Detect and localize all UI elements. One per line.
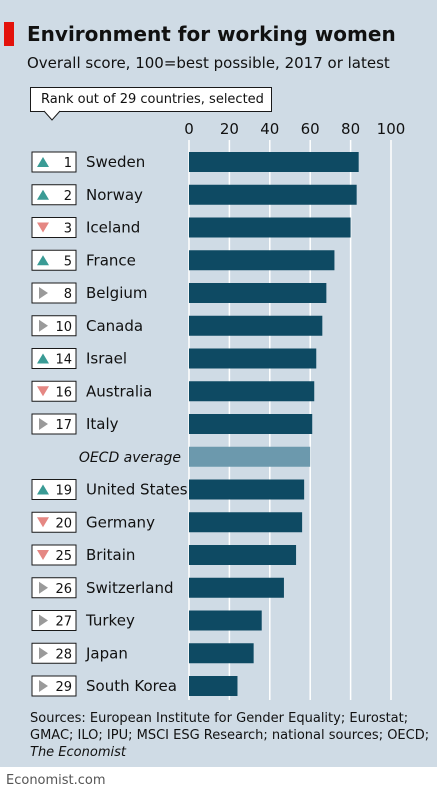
category-label: Norway (86, 186, 143, 204)
rank-same-icon (39, 418, 48, 430)
rank-number: 17 (55, 418, 72, 433)
bar (189, 479, 305, 500)
x-tick-label: 40 (260, 120, 279, 138)
category-label: Britain (86, 546, 135, 564)
bar (189, 577, 284, 598)
sources-note: Sources: European Institute for Gender E… (30, 710, 430, 761)
rank-badge (31, 675, 77, 697)
rank-same-icon (39, 614, 48, 627)
rank-legend-box: Rank out of 29 countries, selected (30, 87, 272, 112)
rank-number: 14 (55, 353, 72, 368)
category-label: Switzerland (86, 579, 174, 597)
rank-same-icon (39, 287, 48, 299)
footer-credit: Economist.com (6, 773, 106, 788)
rank-number: 16 (55, 385, 72, 400)
rank-down-icon (37, 222, 49, 233)
rank-number: 28 (55, 647, 72, 662)
rank-same-icon (39, 319, 48, 332)
rank-number: 3 (64, 222, 72, 237)
bar (189, 348, 317, 369)
category-label: Canada (86, 317, 143, 335)
x-tick-label: 80 (341, 120, 360, 138)
rank-number: 26 (55, 582, 72, 597)
bar (189, 446, 311, 467)
rank-badge (31, 282, 77, 304)
bar (189, 250, 335, 271)
category-label: Australia (86, 382, 152, 400)
bar (189, 643, 254, 664)
x-tick-label: 100 (377, 120, 406, 138)
chart-subtitle: Overall score, 100=best possible, 2017 o… (27, 54, 390, 72)
rank-badge (31, 413, 77, 435)
sources-italic: The Economist (30, 745, 126, 760)
rank-badge (31, 315, 77, 337)
rank-number: 5 (64, 254, 72, 269)
x-tick-label: 0 (184, 120, 194, 138)
rank-number: 2 (64, 189, 72, 204)
rank-badge (31, 610, 77, 631)
category-label: Germany (86, 513, 155, 531)
category-label: Italy (86, 415, 119, 433)
sources-text: Sources: European Institute for Gender E… (30, 711, 430, 743)
brand-red-tab (4, 22, 14, 46)
category-label: Belgium (86, 284, 148, 302)
rank-number: 25 (55, 549, 72, 564)
bar (189, 283, 327, 303)
x-tick-label: 60 (301, 120, 320, 138)
bar (189, 152, 359, 172)
rank-legend-pointer-mask (45, 110, 59, 112)
x-tick-label: 20 (220, 120, 239, 138)
rank-up-icon (37, 189, 49, 200)
rank-badge (31, 577, 77, 599)
category-label: Israel (86, 350, 127, 368)
category-label: United States (86, 481, 188, 499)
category-label: South Korea (86, 677, 177, 695)
rank-badge (31, 642, 77, 664)
bar (189, 414, 313, 434)
bar (189, 676, 238, 696)
category-label: Iceland (86, 219, 140, 237)
bar (189, 610, 262, 631)
rank-number: 20 (55, 516, 72, 531)
rank-up-icon (37, 484, 49, 495)
category-label: OECD average (79, 450, 181, 466)
rank-same-icon (39, 680, 48, 692)
rank-same-icon (39, 581, 48, 594)
bar (189, 315, 323, 336)
bar (189, 217, 351, 238)
rank-down-icon (37, 517, 49, 528)
rank-legend-pointer (43, 110, 61, 121)
rank-number: 8 (64, 287, 72, 302)
bar (189, 381, 315, 402)
rank-down-icon (37, 550, 49, 560)
rank-up-icon (37, 353, 49, 364)
category-label: France (86, 251, 136, 269)
category-label: Turkey (85, 612, 135, 630)
bar (189, 184, 357, 205)
rank-up-icon (37, 255, 49, 266)
bar (189, 512, 303, 533)
rank-number: 29 (55, 680, 72, 695)
bar-chart: 0 20 40 60 80 100 1 Sweden 2 Norway 3 Iceland 5 Franc… (31, 110, 406, 700)
category-label: Japan (85, 644, 128, 662)
rank-number: 27 (55, 615, 72, 630)
category-label: Sweden (86, 153, 145, 171)
rank-same-icon (39, 647, 48, 660)
rank-up-icon (37, 157, 49, 167)
bar (189, 545, 297, 565)
rank-number: 10 (55, 320, 72, 335)
rank-number: 19 (55, 484, 72, 499)
rank-down-icon (37, 386, 49, 397)
chart-title: Environment for working women (27, 22, 396, 46)
rank-number: 1 (64, 156, 72, 171)
